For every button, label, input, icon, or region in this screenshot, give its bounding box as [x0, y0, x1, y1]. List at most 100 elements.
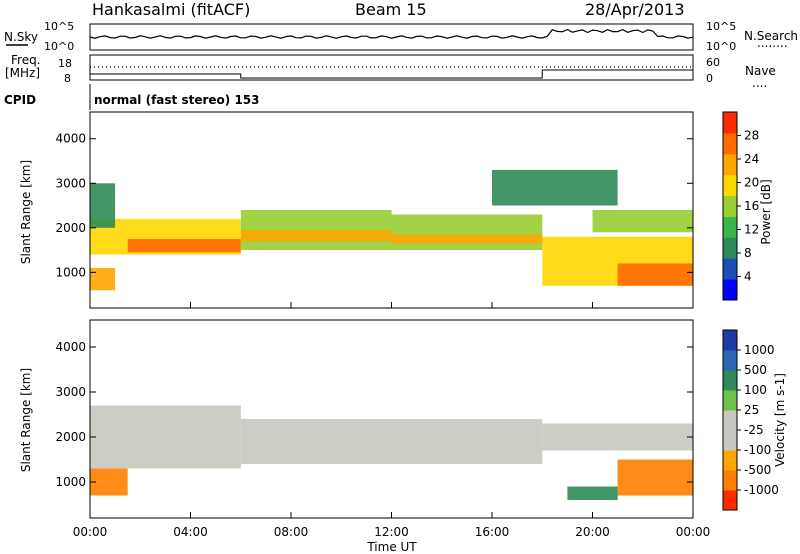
- x-tick-label: 20:00: [575, 525, 610, 539]
- vel-region: [90, 405, 241, 469]
- power-colorbar-swatch: [723, 112, 737, 134]
- station-title: Hankasalmi (fitACF): [92, 0, 250, 19]
- power-colorbar-swatch: [723, 279, 737, 301]
- power-region: [391, 234, 543, 244]
- velocity-colorbar-tick-label: -100: [744, 443, 771, 457]
- nave-right-bottom: 0: [706, 72, 713, 85]
- power-region: [592, 210, 693, 233]
- time-x-axis: 00:00 04:00 08:00 12:00 16:00 20:00 00:00: [73, 302, 711, 539]
- velocity-colorbar-swatch: [723, 330, 737, 351]
- mode-label: normal (fast stereo) 153: [94, 93, 260, 107]
- y-tick-label: 1000: [55, 265, 86, 279]
- y-tick-label: 4000: [55, 340, 86, 354]
- noise-line: [89, 28, 694, 39]
- x-tick-label: 08:00: [274, 525, 309, 539]
- power-colorbar-tick-label: 8: [744, 246, 752, 260]
- velocity-colorbar-tick-label: -1000: [744, 483, 779, 497]
- y-tick-label: 3000: [55, 176, 86, 190]
- power-ylabel: Slant Range [km]: [19, 160, 33, 264]
- power-colorbar-tick-label: 24: [744, 152, 759, 166]
- power-colorbar-swatch: [723, 174, 737, 197]
- power-colorbar-swatch: [723, 258, 737, 280]
- y-tick-label: 1000: [55, 475, 86, 489]
- power-colorbar-tick-label: 12: [744, 223, 759, 237]
- power-colorbar-tick-label: 4: [744, 270, 752, 284]
- x-axis-label: Time UT: [366, 540, 417, 554]
- velocity-colorbar-tick-label: -500: [744, 463, 771, 477]
- velocity-colorbar-swatch: [723, 430, 737, 451]
- noise-panel-frame: [89, 23, 694, 51]
- x-tick-label: 04:00: [173, 525, 208, 539]
- velocity-colorbar-tick-label: 1000: [744, 343, 775, 357]
- velocity-colorbar-swatch: [723, 450, 737, 471]
- power-colorbar-swatch: [723, 153, 737, 176]
- power-colorbar-tick-label: 20: [744, 176, 759, 190]
- velocity-colorbar-swatch: [723, 390, 737, 411]
- power-y-axis: 1000 2000 3000 4000: [55, 132, 693, 279]
- nave-right-top: 60: [706, 56, 720, 69]
- nave-dots: ....: [752, 76, 767, 90]
- power-heatmap: [90, 169, 694, 291]
- x-tick-label: 00:00: [73, 525, 108, 539]
- velocity-colorbar-tick-label: 100: [744, 383, 767, 397]
- velocity-colorbar-label: Velocity [m s-1]: [773, 373, 787, 467]
- x-tick-label: 12:00: [374, 525, 409, 539]
- x-tick-label: 16:00: [475, 525, 510, 539]
- nsearch-dots: ........: [757, 36, 788, 50]
- vel-region: [567, 486, 618, 500]
- noise-left-top: 10^5: [44, 20, 74, 33]
- power-colorbar-tick-label: 16: [744, 199, 759, 213]
- power-region: [391, 214, 543, 251]
- x-tick-label: 00:00: [676, 525, 711, 539]
- velocity-colorbar: 1000 500 100 25 -25 -100 -500 -1000: [722, 329, 779, 511]
- y-tick-label: 4000: [55, 132, 86, 146]
- power-colorbar-label: Power [dB]: [759, 179, 773, 244]
- velocity-colorbar-frame: [722, 329, 738, 511]
- power-colorbar-swatch: [723, 216, 737, 238]
- velocity-colorbar-swatch: [723, 470, 737, 491]
- freq-line: [90, 69, 693, 79]
- velocity-colorbar-tick-label: 500: [744, 363, 767, 377]
- noise-left-bottom: 10^0: [44, 40, 74, 53]
- date-title: 28/Apr/2013: [585, 0, 685, 19]
- power-region: [90, 183, 116, 228]
- power-region: [90, 267, 116, 291]
- velocity-heatmap: [90, 405, 694, 500]
- velocity-colorbar-tick-label: -25: [744, 423, 764, 437]
- power-colorbar: 28 24 20 16 12 8 4: [722, 111, 759, 301]
- cpid-label: CPID: [4, 93, 36, 107]
- velocity-colorbar-swatch: [723, 410, 737, 431]
- power-colorbar-tick-label: 28: [744, 129, 759, 143]
- velocity-colorbar-tick-label: 25: [744, 403, 759, 417]
- vel-region: [617, 459, 693, 496]
- velocity-y-axis: 1000 2000 3000 4000: [55, 340, 693, 489]
- freq-left-bottom: 8: [64, 72, 71, 85]
- nsky-label: N.Sky: [4, 30, 38, 44]
- vel-region: [90, 468, 128, 496]
- power-region: [127, 239, 241, 253]
- power-colorbar-swatch: [723, 195, 737, 217]
- y-tick-label: 2000: [55, 221, 86, 235]
- power-region: [617, 263, 693, 286]
- power-colorbar-swatch: [723, 132, 737, 155]
- velocity-colorbar-swatch: [723, 370, 737, 391]
- vel-region: [240, 419, 543, 464]
- vel-region: [542, 423, 694, 451]
- power-region: [492, 169, 618, 206]
- noise-right-bottom: 10^0: [706, 40, 736, 53]
- y-tick-label: 2000: [55, 430, 86, 444]
- power-region: [240, 230, 392, 242]
- noise-right-top: 10^5: [706, 20, 736, 33]
- beam-title: Beam 15: [355, 0, 427, 19]
- nave-label: Nave: [745, 64, 776, 78]
- freq-left-top: 18: [58, 57, 72, 70]
- noise-trace: [89, 28, 694, 39]
- nsearch-label: N.Search: [744, 29, 798, 43]
- freq-label: Freq.: [11, 53, 41, 67]
- y-tick-label: 3000: [55, 385, 86, 399]
- mhz-label: [MHz]: [5, 66, 40, 80]
- velocity-colorbar-swatch: [723, 490, 737, 511]
- velocity-colorbar-swatch: [723, 350, 737, 371]
- freq-trace: [90, 66, 693, 79]
